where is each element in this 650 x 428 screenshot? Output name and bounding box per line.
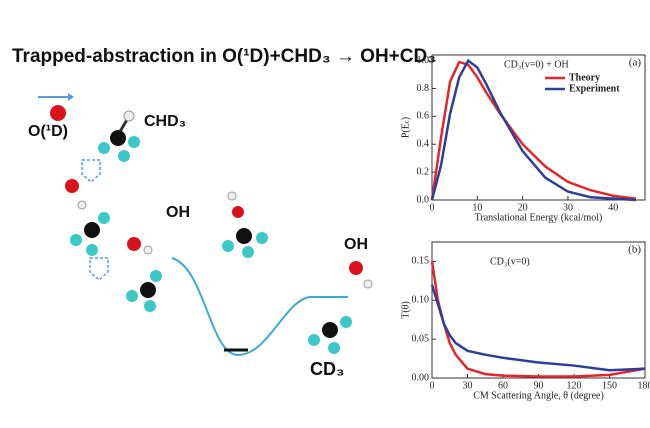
y-tick-label: 0.05	[412, 333, 430, 344]
annotation: CD₃(v=0)	[490, 256, 530, 267]
figure-title: Trapped-abstraction in O(¹D)+CHD₃ → OH+C…	[12, 46, 436, 67]
annotation: CD₃(v=0) + OH	[504, 59, 569, 70]
series-line	[430, 284, 646, 372]
x-axis-label: CM Scattering Angle, θ (degree)	[473, 390, 604, 401]
y-tick-label: 0.4	[417, 139, 430, 150]
diagram-label: CHD₃	[144, 113, 186, 130]
x-tick-label: 60	[498, 380, 508, 391]
y-tick-label: 0.2	[417, 166, 430, 177]
x-axis-label: Translational Energy (kcal/mol)	[475, 212, 603, 223]
series-line	[430, 261, 646, 378]
plot-frame	[431, 54, 646, 201]
plot-frame	[431, 241, 646, 379]
schematic	[38, 93, 373, 357]
series-line	[430, 58, 637, 202]
y-axis-label: T(θ)	[400, 301, 411, 319]
x-tick-label: 0	[430, 202, 435, 213]
x-tick-label: 0	[430, 380, 435, 391]
diagram-label: OH	[166, 204, 190, 221]
y-tick-label: 0.0	[417, 194, 430, 205]
x-tick-label: 150	[602, 380, 617, 391]
x-tick-label: 180	[638, 380, 650, 391]
diagram-label: OH	[344, 236, 368, 253]
x-tick-label: 120	[567, 380, 582, 391]
diagram-label: O(¹D)	[28, 123, 68, 140]
x-tick-label: 40	[608, 202, 618, 213]
panel-label: (b)	[628, 244, 641, 256]
y-tick-label: 0.00	[412, 372, 430, 383]
y-tick-label: 0.15	[412, 256, 430, 267]
y-axis-label: P(Eₜ)	[400, 117, 411, 138]
y-tick-label: 0.10	[412, 295, 430, 306]
y-tick-label: 0.6	[417, 111, 430, 122]
x-tick-label: 30	[463, 380, 473, 391]
series-line	[430, 60, 637, 201]
x-tick-label: 30	[563, 202, 573, 213]
panel-label: (a)	[629, 57, 642, 69]
y-tick-label: 0.8	[417, 83, 430, 94]
diagram-label: CD₃	[310, 359, 344, 379]
x-tick-label: 10	[472, 202, 482, 213]
legend-label: Experiment	[569, 83, 620, 94]
y-tick-label: 1.0	[417, 55, 430, 66]
legend-label: Theory	[569, 72, 600, 83]
x-tick-label: 90	[534, 380, 544, 391]
x-tick-label: 20	[518, 202, 528, 213]
